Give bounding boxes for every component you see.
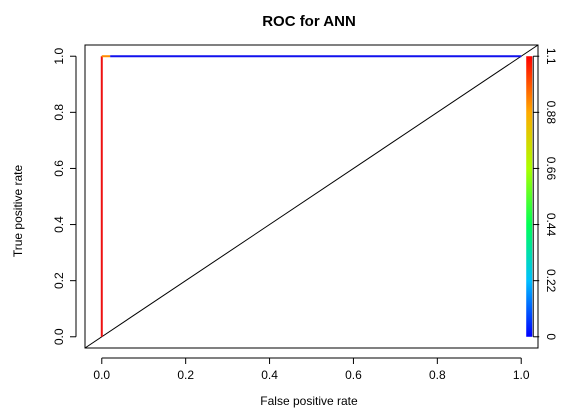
y-tick-label: 0.6: [52, 160, 66, 177]
x-tick-label: 0.0: [93, 368, 110, 382]
colorbar-tick-label: 0.22: [544, 269, 558, 293]
x-tick-label: 0.4: [261, 368, 278, 382]
colorbar-tick-label: 0.44: [544, 213, 558, 237]
y-tick-label: 0.2: [52, 272, 66, 289]
x-tick-label: 0.2: [177, 368, 194, 382]
plot-frame: [84, 44, 539, 349]
reference-diagonal-line: [84, 44, 539, 349]
x-axis-label: False positive rate: [260, 394, 358, 408]
chart-title: ROC for ANN: [262, 13, 356, 30]
y-tick-label: 1.0: [52, 48, 66, 65]
colorbar-gradient: [526, 56, 533, 337]
colorbar-tick-label: 0.66: [544, 157, 558, 181]
colorbar-tick-label: 0.88: [544, 101, 558, 125]
x-axis: 0.0 0.2 0.4 0.6 0.8 1.0: [93, 357, 530, 382]
y-tick-label: 0.4: [52, 216, 66, 233]
colorbar: 0 0.22 0.44 0.66 0.88 1.1: [526, 48, 558, 340]
y-axis: 0.0 0.2 0.4 0.6 0.8 1.0: [52, 48, 77, 345]
x-tick-label: 0.6: [345, 368, 362, 382]
colorbar-tick-label: 0: [544, 333, 558, 340]
y-axis-label: True positive rate: [11, 165, 25, 258]
plot-area: [84, 44, 539, 349]
x-tick-label: 1.0: [513, 368, 530, 382]
y-tick-label: 0.8: [52, 104, 66, 121]
colorbar-tick-label: 1.1: [544, 48, 558, 65]
x-tick-label: 0.8: [429, 368, 446, 382]
y-tick-label: 0.0: [52, 328, 66, 345]
